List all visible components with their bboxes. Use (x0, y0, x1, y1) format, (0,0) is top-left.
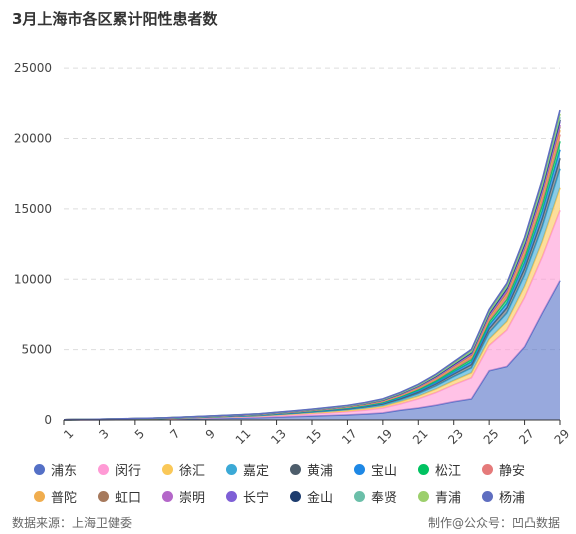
legend-swatch (98, 491, 109, 502)
legend-label: 青浦 (435, 491, 462, 506)
legend-swatch (34, 464, 45, 475)
x-tick-label: 23 (445, 426, 466, 447)
legend-label: 长宁 (243, 491, 270, 506)
x-tick-label: 17 (339, 426, 360, 447)
legend-swatch (418, 464, 429, 475)
line-杨浦 (63, 109, 561, 421)
legend-swatch (34, 491, 45, 502)
legend-label: 普陀 (51, 491, 78, 506)
legend-item[interactable]: 浦东 (34, 460, 98, 479)
legend-label: 嘉定 (243, 464, 270, 479)
legend-swatch (162, 491, 173, 502)
legend-label: 虹口 (115, 491, 142, 506)
legend-swatch (354, 491, 365, 502)
legend-item[interactable]: 宝山 (354, 460, 418, 479)
legend-label: 杨浦 (499, 491, 526, 506)
legend-label: 浦东 (51, 464, 78, 479)
x-tick-label: 9 (203, 426, 218, 441)
x-tick-label: 7 (167, 426, 182, 441)
chart-title: 3月上海市各区累计阳性患者数 (12, 10, 218, 28)
legend-item[interactable]: 奉贤 (354, 487, 418, 506)
legend-label: 奉贤 (371, 491, 398, 506)
x-tick-label: 1 (61, 426, 76, 441)
y-tick-label: 15000 (14, 202, 52, 216)
x-tick-label: 19 (374, 426, 395, 447)
legend-item[interactable]: 静安 (482, 460, 546, 479)
x-tick-label: 3 (96, 426, 111, 441)
legend-swatch (290, 491, 301, 502)
legend-swatch (226, 491, 237, 502)
legend-label: 宝山 (371, 464, 398, 479)
x-tick-label: 25 (481, 426, 502, 447)
y-tick-label: 20000 (14, 132, 52, 146)
area-浦东 (64, 280, 560, 420)
x-tick-label: 13 (268, 426, 289, 447)
legend-item[interactable]: 虹口 (98, 487, 162, 506)
legend-item[interactable]: 闵行 (98, 460, 162, 479)
x-tick-label: 29 (552, 426, 573, 447)
legend-label: 松江 (435, 464, 462, 479)
x-tick-label: 27 (516, 426, 537, 447)
legend-swatch (226, 464, 237, 475)
x-tick-label: 15 (304, 426, 325, 447)
legend-item[interactable]: 杨浦 (482, 487, 546, 506)
legend-item[interactable]: 嘉定 (226, 460, 290, 479)
legend-label: 崇明 (179, 491, 206, 506)
legend-item[interactable]: 黄浦 (290, 460, 354, 479)
legend-item[interactable]: 崇明 (162, 487, 226, 506)
legend-item[interactable]: 金山 (290, 487, 354, 506)
y-tick-label: 25000 (14, 61, 52, 75)
y-tick-label: 5000 (21, 343, 52, 357)
legend-item[interactable]: 徐汇 (162, 460, 226, 479)
legend-label: 金山 (307, 491, 334, 506)
legend-item[interactable]: 松江 (418, 460, 482, 479)
x-tick-label: 5 (132, 426, 147, 441)
y-tick-label: 10000 (14, 272, 52, 286)
legend-item[interactable]: 普陀 (34, 487, 98, 506)
legend-item[interactable]: 长宁 (226, 487, 290, 506)
legend-swatch (290, 464, 301, 475)
legend-label: 黄浦 (307, 464, 334, 479)
legend-swatch (482, 491, 493, 502)
credit-text: 制作@公众号：凹凸数据 (427, 516, 560, 530)
y-tick-label: 0 (44, 413, 52, 427)
x-tick-label: 11 (233, 426, 254, 447)
x-tick-label: 21 (410, 426, 431, 447)
data-source: 数据来源：上海卫健委 (12, 516, 133, 530)
legend-swatch (354, 464, 365, 475)
legend-label: 闵行 (115, 464, 142, 479)
legend-swatch (162, 464, 173, 475)
chart-legend: 浦东 闵行 徐汇 嘉定 黄浦 宝山 松江 静安普陀 虹口 崇明 长宁 金山 奉贤 青浦 杨浦 (34, 460, 574, 506)
legend-swatch (98, 464, 109, 475)
legend-swatch (482, 464, 493, 475)
legend-swatch (418, 491, 429, 502)
legend-item[interactable]: 青浦 (418, 487, 482, 506)
legend-label: 静安 (499, 464, 526, 479)
legend-label: 徐汇 (179, 464, 206, 479)
